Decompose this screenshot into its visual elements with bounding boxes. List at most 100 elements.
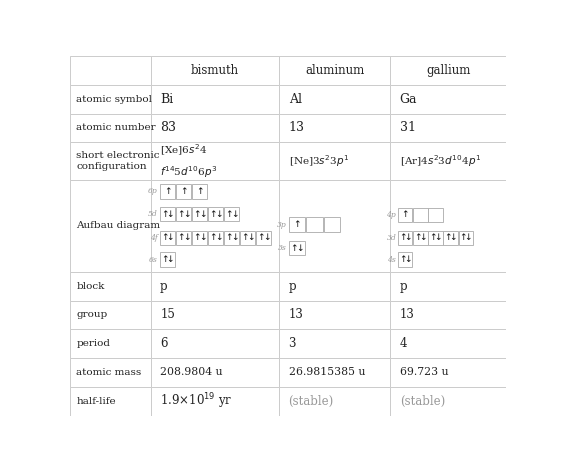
Text: ↑: ↑ <box>164 187 171 196</box>
Text: 4s: 4s <box>387 255 396 263</box>
Text: ↓: ↓ <box>450 233 457 242</box>
Bar <box>209 231 223 245</box>
Bar <box>256 231 271 245</box>
Text: ↑: ↑ <box>180 187 188 196</box>
Text: gallium: gallium <box>426 64 470 77</box>
Text: ↑: ↑ <box>177 233 185 242</box>
Text: ↑: ↑ <box>459 233 467 242</box>
Bar <box>70 142 151 180</box>
Text: ↑: ↑ <box>209 233 217 242</box>
Text: ↑: ↑ <box>401 211 409 219</box>
Text: ↑: ↑ <box>196 187 203 196</box>
Text: bismuth: bismuth <box>191 64 239 77</box>
Bar <box>279 272 391 301</box>
Text: ↑: ↑ <box>161 233 169 242</box>
Bar <box>279 329 391 358</box>
Text: 6s: 6s <box>149 255 158 263</box>
Text: (stable): (stable) <box>400 395 445 408</box>
Text: ↓: ↓ <box>199 233 206 242</box>
Text: 3p: 3p <box>277 220 286 229</box>
Text: 13: 13 <box>400 308 415 321</box>
Text: 13: 13 <box>289 308 303 321</box>
Bar <box>279 113 391 142</box>
Text: [Ne]3$s^2$3$p^1$: [Ne]3$s^2$3$p^1$ <box>289 153 349 169</box>
Text: ↓: ↓ <box>183 233 190 242</box>
Text: ↓: ↓ <box>183 210 190 219</box>
Text: ↑: ↑ <box>257 233 265 242</box>
Bar <box>209 207 223 221</box>
Bar <box>224 207 239 221</box>
Bar <box>70 56 151 85</box>
Bar <box>70 85 151 113</box>
Bar <box>224 231 239 245</box>
Text: Bi: Bi <box>160 92 173 106</box>
Bar <box>70 387 151 416</box>
Text: ↓: ↓ <box>404 233 411 242</box>
Text: ↓: ↓ <box>404 255 411 264</box>
Bar <box>160 207 175 221</box>
Bar <box>70 272 151 301</box>
Text: Ga: Ga <box>400 92 417 106</box>
Text: 3: 3 <box>289 337 296 350</box>
Bar <box>160 184 175 198</box>
Text: ↓: ↓ <box>167 210 174 219</box>
Bar <box>176 231 191 245</box>
Bar <box>151 329 279 358</box>
Text: 83: 83 <box>160 121 176 134</box>
Bar <box>398 231 413 245</box>
Text: 3d: 3d <box>387 234 396 241</box>
Text: ↓: ↓ <box>231 210 238 219</box>
Text: 6p: 6p <box>148 187 158 196</box>
Text: ↑: ↑ <box>193 210 201 219</box>
Text: ↓: ↓ <box>419 233 427 242</box>
Text: 31: 31 <box>400 121 416 134</box>
Text: ↑: ↑ <box>161 210 169 219</box>
Text: ↑: ↑ <box>225 233 233 242</box>
Text: ↓: ↓ <box>199 210 206 219</box>
Bar <box>459 231 473 245</box>
Bar <box>70 113 151 142</box>
Text: ↓: ↓ <box>296 244 303 253</box>
Text: p: p <box>160 280 167 293</box>
Text: 13: 13 <box>289 121 305 134</box>
Bar <box>428 208 443 222</box>
Text: atomic symbol: atomic symbol <box>76 95 152 104</box>
Bar <box>70 358 151 387</box>
Bar <box>176 207 191 221</box>
Text: ↓: ↓ <box>167 233 174 242</box>
Bar <box>151 142 279 180</box>
Text: ↑: ↑ <box>290 244 298 253</box>
Text: 26.9815385 u: 26.9815385 u <box>289 368 365 377</box>
Text: ↑: ↑ <box>161 255 169 264</box>
Bar <box>391 142 506 180</box>
Bar <box>443 231 458 245</box>
Bar <box>279 85 391 113</box>
Text: ↓: ↓ <box>247 233 255 242</box>
Bar <box>151 113 279 142</box>
Text: ↓: ↓ <box>215 233 223 242</box>
Text: 4: 4 <box>400 337 407 350</box>
Bar <box>413 208 428 222</box>
Bar <box>192 231 207 245</box>
Text: ↑: ↑ <box>177 210 185 219</box>
Bar <box>279 142 391 180</box>
Bar <box>391 180 506 272</box>
Bar <box>70 301 151 329</box>
Text: 5d: 5d <box>148 210 158 218</box>
Text: p: p <box>400 280 407 293</box>
Text: short electronic
configuration: short electronic configuration <box>76 151 160 171</box>
Bar <box>176 184 191 198</box>
Text: ↑: ↑ <box>429 233 437 242</box>
Text: [Xe]6$s^2$4
$f^{14}$5$d^{10}$6$p^3$: [Xe]6$s^2$4 $f^{14}$5$d^{10}$6$p^3$ <box>160 142 217 179</box>
Text: block: block <box>76 282 105 290</box>
Text: ↑: ↑ <box>293 220 301 229</box>
Text: ↑: ↑ <box>399 233 406 242</box>
Text: ↑: ↑ <box>209 210 217 219</box>
Text: 4f: 4f <box>150 234 158 241</box>
Bar <box>391 387 506 416</box>
Bar <box>279 387 391 416</box>
Text: ↓: ↓ <box>434 233 442 242</box>
Bar <box>151 358 279 387</box>
Text: ↑: ↑ <box>242 233 249 242</box>
Bar <box>192 184 207 198</box>
